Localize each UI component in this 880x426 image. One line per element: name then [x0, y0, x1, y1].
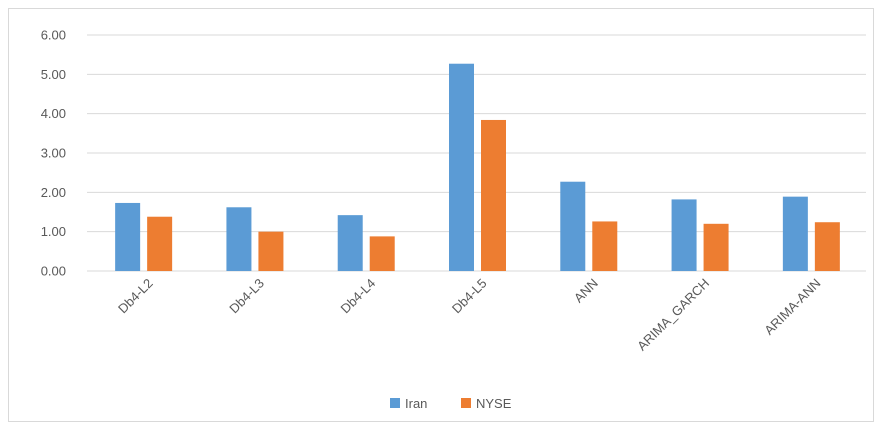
bar-iran [337, 215, 363, 271]
bar-nyse [369, 236, 395, 271]
x-tick-label: Db4-L3 [226, 276, 267, 317]
bar-nyse [592, 221, 618, 271]
bar-nyse [147, 216, 173, 271]
y-tick-label: 2.00 [41, 185, 66, 200]
y-tick-label: 0.00 [41, 264, 66, 279]
x-tick-label: ANN [571, 276, 601, 306]
y-axis-ticks: 0.00 1.00 2.00 3.00 4.00 5.00 6.00 [41, 28, 66, 279]
bars [115, 63, 840, 272]
y-tick-label: 3.00 [41, 146, 66, 161]
grid-layer [87, 34, 866, 272]
bar-iran [226, 207, 252, 271]
bar-iran [782, 196, 808, 271]
y-tick-label: 5.00 [41, 67, 66, 82]
legend-label-nyse: NYSE [476, 396, 512, 411]
y-tick-label: 1.00 [41, 224, 66, 239]
legend-swatch-nyse [461, 398, 471, 408]
y-tick-label: 6.00 [41, 28, 66, 43]
bar-iran [449, 63, 474, 271]
x-tick-label: Db4-L4 [338, 276, 379, 317]
legend-label-iran: Iran [405, 396, 427, 411]
bar-nyse [258, 231, 284, 271]
bar-nyse [481, 119, 506, 272]
x-tick-label: ARIMA-ANN [761, 276, 823, 338]
bar-nyse [703, 223, 729, 271]
bar-iran [671, 199, 697, 271]
x-tick-label: ARIMA_GARCH [634, 276, 712, 354]
x-tick-label: Db4-L5 [449, 276, 490, 317]
y-tick-label: 4.00 [41, 106, 66, 121]
bar-iran [560, 181, 586, 271]
x-tick-label: Db4-L2 [115, 276, 156, 317]
bar-nyse [814, 222, 840, 271]
legend-swatch-iran [390, 398, 400, 408]
chart-frame [8, 8, 874, 422]
x-axis-labels: Db4-L2 Db4-L3 Db4-L4 Db4-L5 ANN ARIMA_GARCH AR… [115, 276, 823, 354]
legend: Iran NYSE [390, 396, 512, 411]
bar-iran [115, 202, 141, 271]
